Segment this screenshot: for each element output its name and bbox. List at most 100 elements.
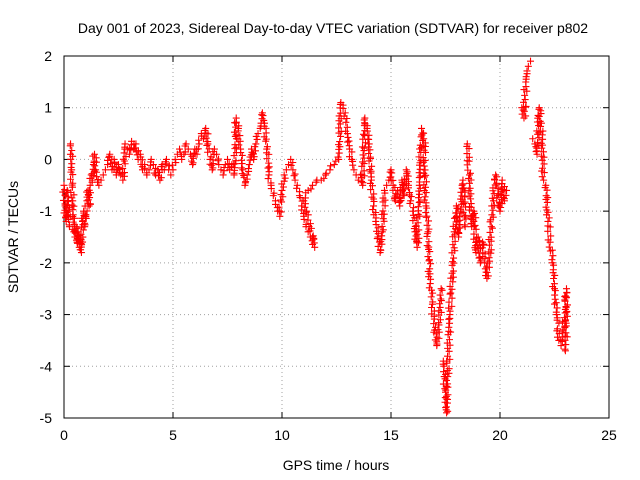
data-point	[428, 304, 436, 311]
data-point	[209, 156, 217, 164]
data-point	[265, 171, 273, 179]
x-tick-label: 15	[383, 427, 399, 443]
data-point	[82, 211, 90, 219]
data-point	[555, 319, 563, 327]
y-tick-label: 2	[44, 48, 52, 64]
data-point	[379, 194, 387, 202]
data-point	[562, 341, 570, 349]
data-point	[69, 197, 77, 205]
data-point	[334, 141, 342, 149]
data-point	[392, 190, 400, 198]
data-point	[487, 223, 495, 231]
data-point	[436, 300, 444, 308]
data-point	[555, 330, 563, 338]
data-point	[549, 252, 557, 260]
data-point	[414, 203, 422, 211]
data-point	[423, 232, 431, 240]
data-point	[445, 365, 453, 373]
data-point	[421, 193, 429, 201]
data-point	[546, 223, 554, 231]
data-point	[201, 126, 209, 134]
data-point	[434, 326, 442, 334]
data-point	[67, 155, 75, 163]
data-point	[435, 334, 443, 342]
data-point	[97, 176, 105, 184]
data-point	[358, 143, 366, 151]
data-point	[86, 194, 94, 202]
data-point	[426, 248, 434, 256]
data-point	[343, 115, 351, 123]
x-tick-label: 25	[601, 427, 617, 443]
data-point	[141, 164, 149, 172]
data-point	[359, 130, 367, 138]
data-point	[426, 280, 434, 288]
data-point	[309, 232, 317, 240]
data-point	[446, 290, 454, 298]
data-point	[538, 173, 546, 181]
data-point	[259, 112, 267, 120]
data-point	[437, 295, 445, 303]
data-point	[452, 214, 460, 222]
grid-lines	[64, 56, 609, 418]
data-point	[388, 169, 396, 177]
data-point	[143, 171, 151, 179]
data-point	[437, 297, 445, 305]
data-point	[420, 158, 428, 166]
data-point	[238, 164, 246, 172]
data-point	[462, 215, 470, 223]
data-point	[378, 222, 386, 230]
data-point	[70, 214, 78, 222]
data-point	[336, 138, 344, 146]
data-point	[522, 73, 530, 81]
data-point	[562, 316, 570, 324]
data-point	[451, 237, 459, 245]
data-point	[400, 192, 408, 200]
data-point	[563, 307, 571, 315]
data-point	[320, 174, 328, 182]
data-point	[421, 142, 429, 150]
data-point	[119, 176, 127, 184]
data-point	[68, 194, 76, 202]
data-point	[119, 165, 127, 173]
data-point	[365, 140, 373, 148]
data-point	[540, 176, 548, 184]
data-point	[444, 373, 452, 381]
data-point	[418, 131, 426, 139]
data-point	[463, 150, 471, 158]
data-point	[92, 158, 100, 166]
data-point	[539, 141, 547, 149]
data-point	[422, 213, 430, 221]
data-point	[466, 169, 474, 177]
data-point	[561, 336, 569, 344]
data-point	[477, 257, 485, 265]
data-point	[280, 177, 288, 185]
data-point	[176, 145, 184, 153]
data-point	[291, 176, 299, 184]
data-point	[69, 183, 77, 191]
data-point	[307, 185, 315, 193]
data-point	[478, 244, 486, 252]
data-point	[350, 166, 358, 174]
data-point	[263, 155, 271, 163]
data-point	[407, 193, 415, 201]
data-point	[415, 153, 423, 161]
data-point	[445, 298, 453, 306]
data-point	[427, 293, 435, 301]
data-point	[415, 169, 423, 177]
data-point	[147, 155, 155, 163]
data-point	[230, 160, 238, 168]
data-point	[563, 333, 571, 341]
data-point	[327, 162, 335, 170]
data-point	[281, 174, 289, 182]
data-point	[343, 130, 351, 138]
data-point	[420, 162, 428, 170]
data-point	[553, 304, 561, 312]
data-point	[422, 189, 430, 197]
data-point	[106, 150, 114, 158]
data-point	[538, 144, 546, 152]
data-point	[561, 324, 569, 332]
data-point	[423, 204, 431, 212]
data-point	[85, 186, 93, 194]
data-point	[293, 184, 301, 192]
data-point	[264, 175, 272, 183]
